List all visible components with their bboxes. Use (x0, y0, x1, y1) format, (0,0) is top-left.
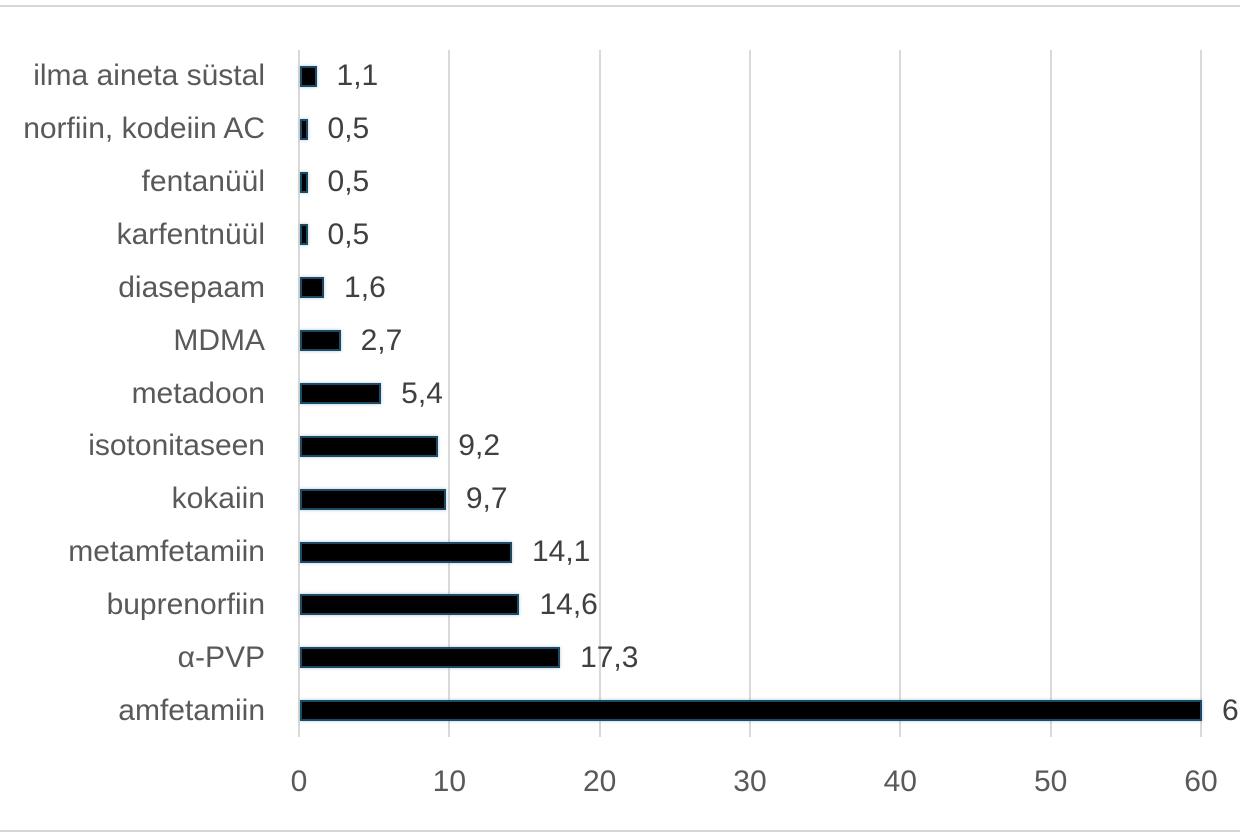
x-axis-tick-label: 20 (582, 765, 617, 798)
value-label: 0,5 (327, 112, 370, 146)
value-label: 14,6 (539, 587, 598, 621)
x-axis-tick-label: 0 (290, 765, 308, 798)
gridline (1199, 50, 1202, 737)
value-label: 6 (1221, 693, 1239, 727)
bar (300, 594, 520, 616)
value-label: 17,3 (580, 640, 639, 674)
value-label: 0,5 (327, 165, 370, 199)
category-label: fentanüül (141, 165, 265, 199)
bar (300, 647, 561, 669)
gridline (598, 50, 601, 737)
bottom-rule (0, 830, 1240, 832)
category-label: amfetamiin (118, 693, 265, 727)
value-label: 1,1 (336, 59, 379, 93)
bar (300, 541, 512, 563)
gridline (1049, 50, 1052, 737)
x-axis-tick-label: 50 (1033, 765, 1068, 798)
gridline (899, 50, 902, 737)
category-label: karfentnüül (116, 217, 265, 251)
bar (300, 65, 317, 87)
bar (300, 330, 341, 352)
bar (300, 488, 446, 510)
x-axis-tick-label: 30 (733, 765, 767, 798)
value-label: 14,1 (531, 535, 591, 569)
category-label: α-PVP (177, 640, 265, 674)
value-label: 9,7 (465, 482, 508, 516)
gridline (298, 50, 300, 737)
bar (300, 700, 1202, 722)
bar (300, 224, 308, 246)
category-label: norfiin, kodeiin AC (23, 112, 265, 146)
bar (300, 171, 308, 193)
category-label: kokaiin (171, 482, 265, 516)
category-label: metadoon (131, 376, 265, 410)
x-axis-tick-label: 10 (432, 765, 467, 798)
x-axis-tick-label: 60 (1184, 765, 1218, 798)
category-label: isotonitaseen (88, 429, 265, 463)
category-label: metamfetamiin (68, 535, 265, 569)
bar (300, 383, 382, 405)
value-label: 2,7 (360, 323, 403, 357)
value-label: 5,4 (401, 376, 443, 410)
x-axis-tick-label: 40 (883, 765, 917, 798)
category-label: diasepaam (118, 270, 265, 304)
value-label: 1,6 (344, 270, 386, 304)
category-label: buprenorfiin (106, 587, 265, 621)
gridline (748, 50, 751, 737)
bar (300, 435, 439, 457)
value-label: 0,5 (327, 217, 370, 251)
gridline (448, 50, 451, 737)
bar (300, 118, 308, 140)
category-label: ilma aineta süstal (33, 59, 265, 93)
category-label: MDMA (173, 323, 265, 357)
bar (300, 277, 325, 299)
value-label: 9,2 (458, 429, 501, 463)
top-rule (0, 5, 1240, 7)
